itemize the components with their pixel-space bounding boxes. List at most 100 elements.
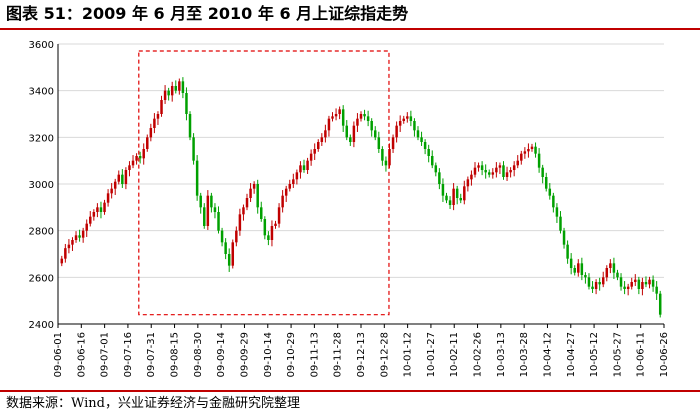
- candle-body: [634, 279, 637, 282]
- candlestick: [516, 155, 519, 169]
- x-tick-label: 09-07-31: [146, 332, 157, 377]
- candlestick: [423, 139, 427, 155]
- candlestick: [242, 204, 245, 221]
- candle-body: [569, 258, 573, 268]
- x-tick-label: 10-05-27: [612, 332, 623, 377]
- candlestick: [309, 149, 313, 166]
- candle-body: [163, 90, 167, 100]
- candle-body: [217, 212, 220, 231]
- candlestick: [420, 131, 423, 146]
- candlestick: [463, 180, 466, 205]
- candle-body: [445, 195, 448, 201]
- candle-body: [192, 137, 195, 161]
- candle-body: [74, 235, 78, 240]
- candlestick: [81, 227, 85, 243]
- candle-body: [573, 268, 576, 273]
- candlestick: [64, 243, 67, 263]
- candle-body: [491, 172, 495, 175]
- candle-body: [153, 118, 156, 128]
- x-tick-label: 09-12-28: [379, 332, 390, 377]
- candle-body: [89, 216, 92, 224]
- x-tick-label: 09-10-29: [286, 332, 297, 377]
- candle-body: [395, 125, 398, 138]
- candle-body: [523, 151, 527, 154]
- candle-body: [644, 282, 648, 285]
- candle-body: [359, 114, 363, 119]
- candle-body: [121, 174, 124, 184]
- candlestick: [626, 283, 630, 296]
- y-tick-label: 3200: [29, 133, 54, 144]
- candlestick: [327, 115, 331, 137]
- candlestick: [473, 162, 477, 178]
- candle-body: [260, 207, 263, 219]
- candle-body: [416, 130, 420, 138]
- candlestick: [174, 80, 178, 94]
- candlestick: [541, 164, 544, 184]
- candlestick: [459, 193, 462, 204]
- candle-body: [605, 268, 609, 278]
- candlestick: [313, 143, 316, 160]
- y-tick-label: 3000: [29, 180, 54, 191]
- candlestick: [445, 192, 448, 204]
- candle-body: [156, 114, 160, 119]
- candle-body: [641, 282, 644, 289]
- candlestick: [651, 275, 655, 292]
- candle-body: [220, 230, 224, 243]
- candlestick: [480, 161, 484, 176]
- candle-body: [188, 114, 192, 138]
- candlestick: [580, 257, 584, 281]
- candle-body: [124, 170, 128, 184]
- candlestick: [128, 161, 131, 177]
- candle-body: [317, 142, 320, 149]
- candle-body: [655, 286, 658, 294]
- candle-body: [334, 114, 338, 117]
- candle-body: [138, 156, 142, 159]
- candlestick: [181, 77, 185, 99]
- candlestick: [231, 239, 235, 269]
- candlestick: [530, 143, 534, 152]
- grid-lines: [58, 43, 664, 325]
- candle-body: [512, 165, 516, 170]
- candle-body: [170, 86, 174, 96]
- x-tick-label: 10-02-26: [473, 332, 484, 377]
- candle-body: [577, 263, 580, 273]
- candle-body: [117, 174, 121, 182]
- candle-body: [210, 195, 213, 208]
- candle-body: [149, 128, 153, 138]
- candle-body: [609, 263, 612, 268]
- candle-body: [616, 272, 619, 278]
- candle-body: [203, 207, 206, 226]
- candlestick: [466, 176, 470, 192]
- candle-body: [391, 137, 395, 149]
- candle-body: [113, 181, 117, 189]
- candlestick: [594, 279, 598, 295]
- candlestick: [92, 209, 96, 221]
- candle-body: [331, 116, 334, 119]
- x-tick-label: 10-04-12: [542, 332, 553, 377]
- candlestick: [356, 113, 359, 132]
- candlestick: [623, 281, 626, 295]
- candlestick: [537, 148, 541, 173]
- candle-body: [281, 195, 284, 208]
- candlestick: [366, 110, 370, 127]
- candlestick: [534, 142, 537, 158]
- candlestick: [217, 206, 220, 234]
- x-tick-label: 10-02-11: [449, 332, 460, 377]
- candlestick: [587, 273, 591, 290]
- candlestick: [324, 124, 327, 143]
- candlestick: [520, 150, 523, 165]
- candle-body: [178, 81, 181, 91]
- candlestick: [284, 185, 288, 202]
- candle-body: [484, 170, 487, 173]
- candlestick: [106, 189, 110, 207]
- candlestick: [131, 155, 135, 169]
- candlestick: [552, 192, 555, 213]
- candlestick: [292, 173, 295, 188]
- candle-body: [580, 263, 584, 275]
- candle-body: [78, 235, 81, 238]
- candlestick: [260, 201, 263, 222]
- candle-body: [245, 198, 249, 208]
- candle-body: [537, 153, 541, 168]
- candlestick: [406, 112, 409, 123]
- candlestick: [135, 153, 138, 165]
